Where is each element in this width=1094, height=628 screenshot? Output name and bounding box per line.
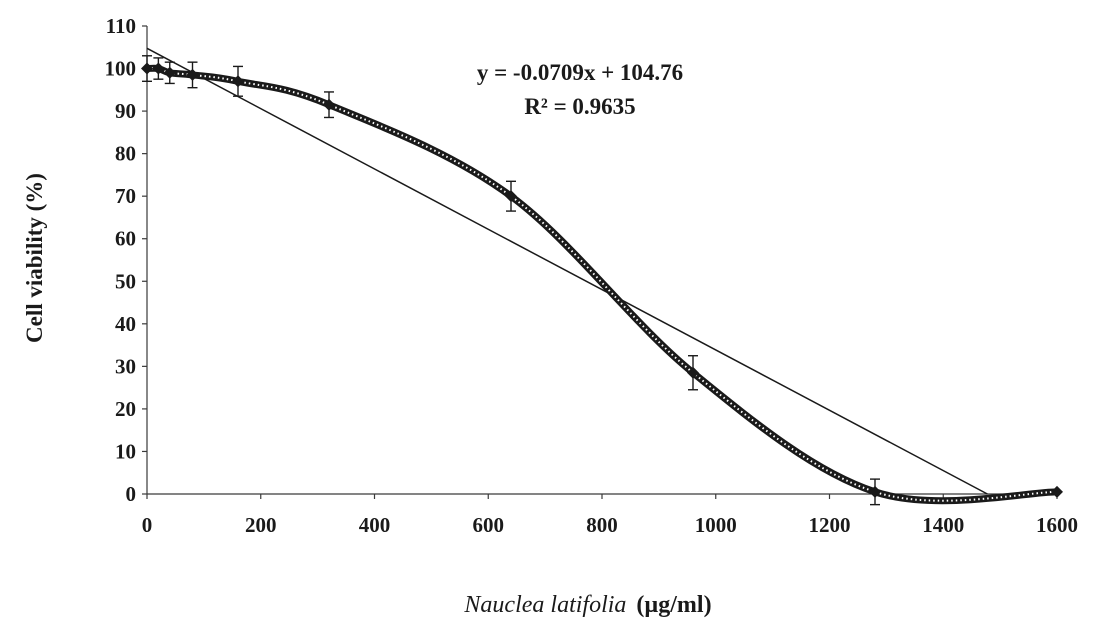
x-tick-label: 600	[473, 513, 505, 537]
y-tick-label: 10	[115, 439, 136, 463]
trendline-layer	[146, 47, 988, 495]
y-tick-label: 90	[115, 99, 136, 123]
data-point	[687, 366, 699, 379]
x-tick-label: 1600	[1036, 513, 1078, 537]
y-tick-label: 80	[115, 142, 136, 166]
data-point	[141, 62, 153, 75]
data-point	[323, 98, 335, 111]
data-point	[869, 485, 881, 498]
y-tick-label: 50	[115, 269, 136, 293]
y-tick-label: 100	[105, 57, 137, 81]
y-tick-label: 70	[115, 184, 136, 208]
data-point	[1051, 485, 1063, 498]
data-point	[186, 68, 199, 81]
y-tick-label: 30	[115, 354, 136, 378]
points-layer	[141, 55, 1063, 506]
y-tick-label: 20	[115, 397, 136, 421]
series-curve-outline	[143, 64, 1061, 505]
data-point	[152, 62, 165, 75]
y-tick-label: 110	[106, 14, 136, 38]
x-axis-label-unit: (µg/ml)	[636, 592, 711, 618]
r-squared-label: R² = 0.9635	[524, 94, 635, 119]
x-tick-label: 1000	[695, 513, 737, 537]
linear-trendline	[146, 47, 988, 495]
text-layer: y = -0.0709x + 104.76 R² = 0.9635 Cell v…	[22, 60, 712, 618]
y-tick-label: 0	[126, 482, 137, 506]
y-tick-label: 60	[115, 227, 136, 251]
x-axis-label-species: Nauclea latifolia	[463, 592, 626, 618]
curve-layer	[143, 64, 1061, 505]
x-tick-label: 800	[586, 513, 618, 537]
x-tick-label: 200	[245, 513, 277, 537]
axes-layer: 0 10 20 30 40 50 60 70 80 90 100 110 0 200 400 600 800 10…	[105, 14, 1079, 537]
x-tick-label: 1200	[809, 513, 851, 537]
data-point	[505, 190, 517, 203]
x-axis-label: Nauclea latifolia (µg/ml)	[463, 592, 711, 618]
trendline-equation: y = -0.0709x + 104.76	[477, 60, 683, 85]
x-tick-label: 1400	[922, 513, 964, 537]
data-point	[232, 75, 244, 88]
x-tick-label: 400	[359, 513, 391, 537]
y-tick-label: 40	[115, 312, 136, 336]
data-point	[163, 66, 176, 79]
x-tick-label: 0	[142, 513, 153, 537]
y-axis-label: Cell viability (%)	[22, 173, 47, 343]
